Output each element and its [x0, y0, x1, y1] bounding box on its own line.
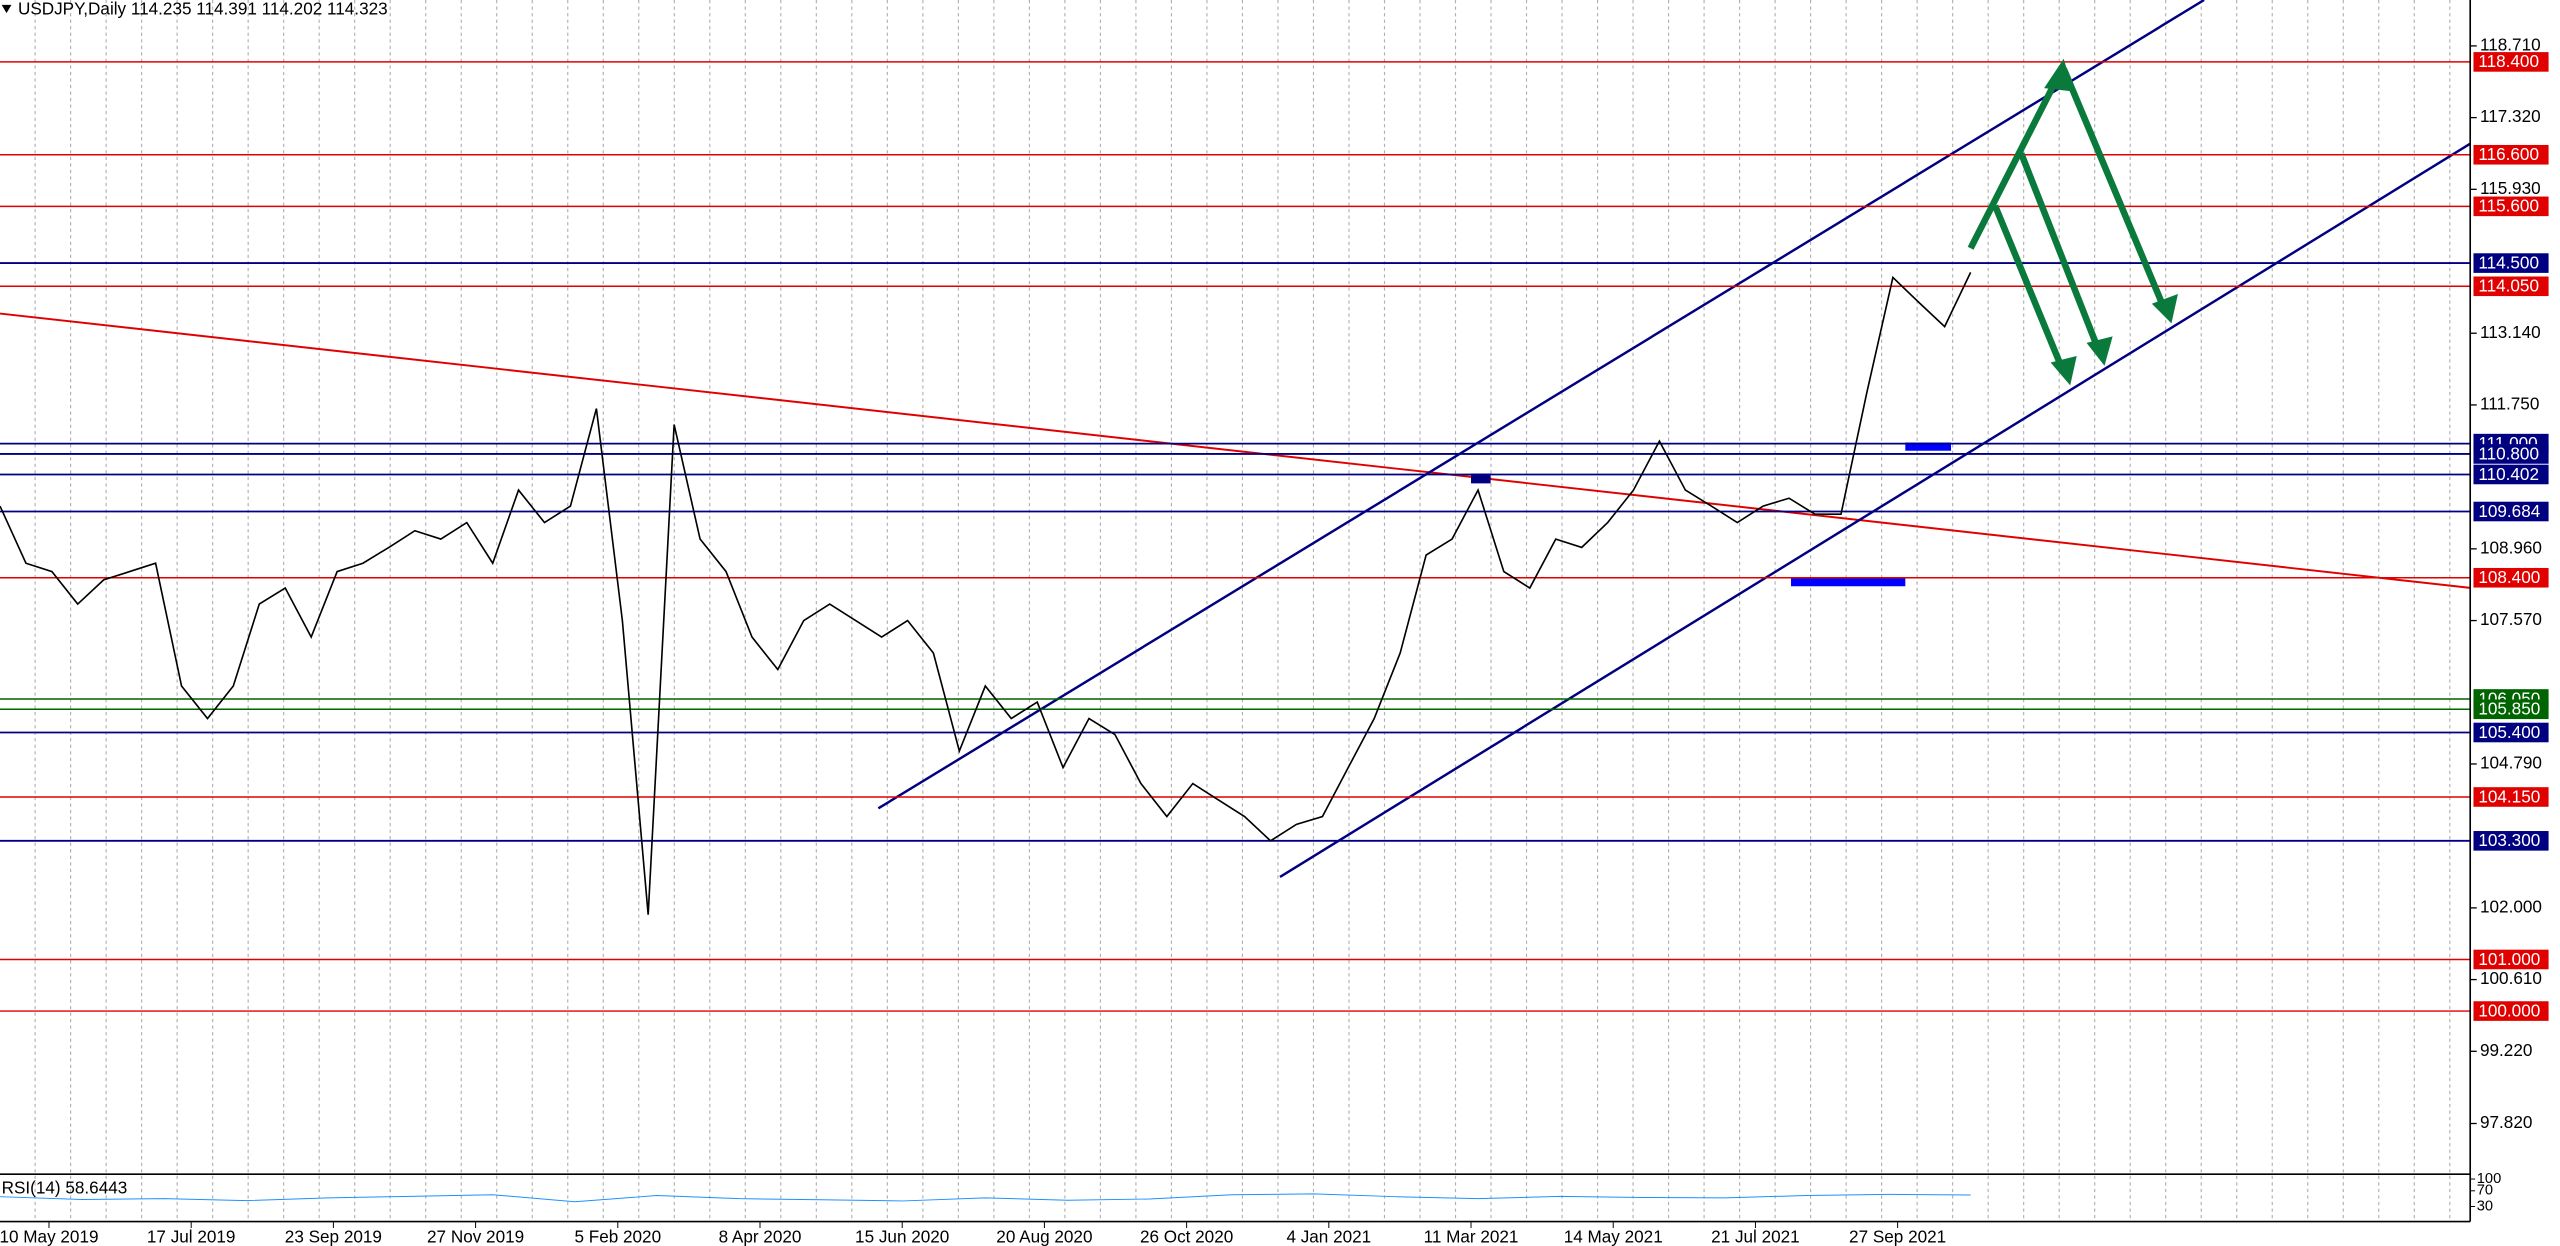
- level-label-box: [2473, 787, 2549, 807]
- rsi-tick-label: 70: [2477, 1183, 2493, 1199]
- projection-arrows: [1967, 67, 2168, 374]
- zone-marker: [1791, 578, 1906, 587]
- level-label: 116.600: [2478, 144, 2539, 164]
- x-tick-label: 11 Mar 2021: [1424, 1226, 1519, 1246]
- x-tick-label: 23 Sep 2019: [285, 1226, 382, 1246]
- level-label: 108.400: [2478, 567, 2540, 587]
- level-label: 100.000: [2478, 1000, 2540, 1020]
- x-tick-label: 10 May 2019: [0, 1226, 98, 1246]
- y-tick-label: 108.960: [2480, 537, 2542, 557]
- level-label-box: [2473, 276, 2549, 297]
- level-label: 105.850: [2478, 699, 2540, 719]
- level-label: 104.150: [2478, 786, 2540, 806]
- x-tick-label: 5 Feb 2020: [574, 1226, 661, 1246]
- x-tick-label: 27 Nov 2019: [427, 1226, 524, 1246]
- level-label-box: [2473, 196, 2549, 217]
- level-label-box: [2473, 1001, 2549, 1021]
- level-label-box: [2473, 949, 2549, 970]
- x-tick-label: 17 Jul 2019: [147, 1226, 236, 1246]
- level-label-box: [2473, 444, 2549, 464]
- level-label-box: [2473, 253, 2549, 273]
- x-tick-label: 4 Jan 2021: [1286, 1226, 1371, 1246]
- arrow-head: [2050, 356, 2077, 386]
- axes: 118.710 117.320 115.930 113.140 111.750 108.9…: [0, 34, 2549, 1246]
- level-label: 103.300: [2478, 830, 2540, 850]
- y-tick-label: 102.000: [2480, 896, 2542, 916]
- y-tick-label: 117.320: [2480, 106, 2541, 126]
- arrow: [1967, 70, 2064, 250]
- trend-line: [0, 312, 2471, 589]
- y-tick-label: 111.750: [2480, 393, 2539, 413]
- arrow: [2060, 67, 2168, 312]
- x-tick-label: 26 Oct 2020: [1140, 1226, 1233, 1246]
- level-label-box: [2473, 501, 2549, 522]
- arrow-head: [2086, 336, 2113, 366]
- chart-title: USDJPY,Daily 114.235 114.391 114.202 114…: [18, 0, 388, 18]
- level-label-box: [2473, 144, 2549, 165]
- y-tick-label: 113.140: [2480, 322, 2541, 342]
- y-tick-label: 107.570: [2480, 609, 2542, 629]
- y-tick-label: 97.820: [2480, 1112, 2532, 1132]
- channel-upper: [877, 0, 2205, 810]
- y-tick-label: 100.610: [2480, 968, 2542, 988]
- x-tick-label: 8 Apr 2020: [719, 1226, 802, 1246]
- channel-lower: [1279, 142, 2471, 878]
- zone-marker: [1905, 442, 1952, 451]
- arrow: [2018, 152, 2103, 354]
- level-label: 101.000: [2478, 949, 2540, 969]
- zone-marker: [1471, 473, 1491, 484]
- x-tick-label: 14 May 2021: [1564, 1226, 1663, 1246]
- level-label-box: [2473, 567, 2549, 588]
- y-tick-label: 118.710: [2480, 34, 2541, 54]
- price-plot: [0, 272, 1972, 1203]
- menu-icon[interactable]: [1, 4, 12, 14]
- level-label-box: [2473, 52, 2549, 72]
- y-tick-label: 115.930: [2480, 178, 2541, 198]
- level-label-box: [2473, 831, 2549, 851]
- y-tick-label: 104.790: [2480, 752, 2542, 772]
- rsi-tick-label: 100: [2477, 1171, 2502, 1187]
- level-label: 118.400: [2478, 51, 2539, 71]
- level-label: 105.400: [2478, 722, 2540, 742]
- level-label: 109.684: [2478, 501, 2540, 521]
- x-tick-label: 15 Jun 2020: [855, 1226, 949, 1246]
- level-label: 110.800: [2478, 443, 2539, 463]
- x-tick-label: 20 Aug 2020: [996, 1226, 1092, 1246]
- level-label: 115.600: [2478, 196, 2539, 216]
- level-label-box: [2473, 722, 2549, 743]
- levels: [0, 61, 2471, 1012]
- rsi-label: RSI(14) 58.6443: [2, 1177, 128, 1197]
- rsi-tick-label: 30: [2477, 1198, 2493, 1214]
- arrow: [1992, 204, 2067, 374]
- level-label: 114.050: [2478, 276, 2539, 296]
- level-label: 110.402: [2478, 464, 2539, 484]
- level-label: 114.500: [2478, 252, 2539, 272]
- price-line: [0, 272, 1972, 915]
- x-tick-label: 21 Jul 2021: [1711, 1226, 1800, 1246]
- level-label-box: [2473, 699, 2549, 720]
- x-tick-label: 27 Sep 2021: [1849, 1226, 1946, 1246]
- y-tick-label: 99.220: [2480, 1040, 2532, 1060]
- level-label-box: [2473, 464, 2549, 485]
- rsi-line: [0, 1193, 1971, 1203]
